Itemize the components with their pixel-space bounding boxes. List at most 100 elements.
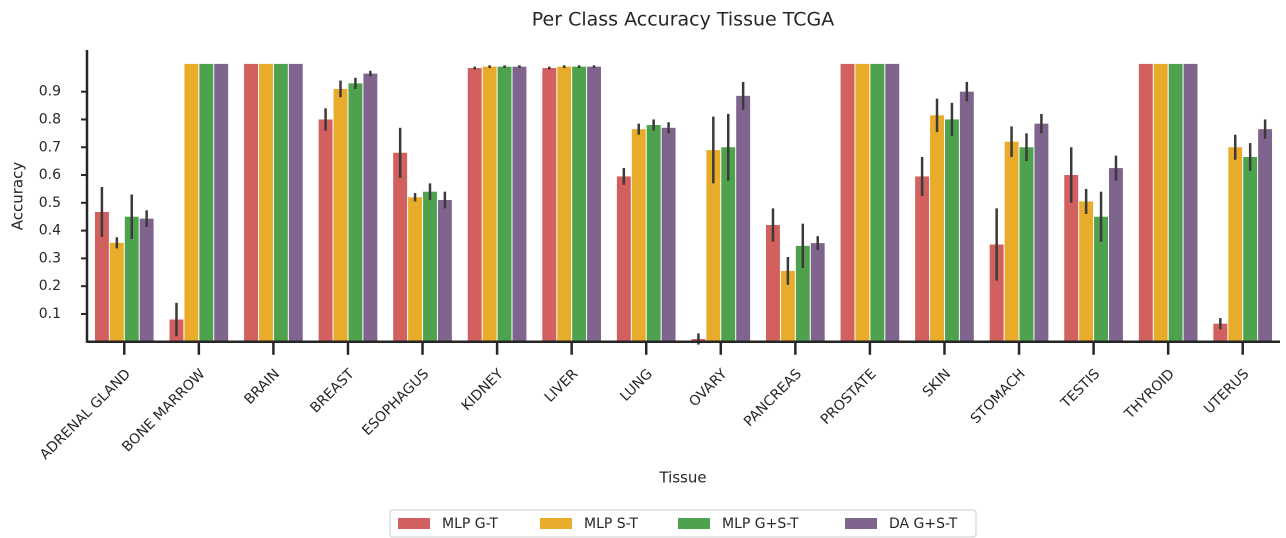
bar (318, 119, 333, 342)
bar (393, 152, 408, 342)
bar (542, 68, 557, 342)
bar (497, 66, 512, 342)
x-tick-label: PROSTATE (818, 366, 880, 428)
bar (810, 243, 825, 342)
x-tick-label: ADRENAL GLAND (37, 366, 134, 463)
bar (1079, 201, 1094, 342)
y-tick-label: 0.9 (39, 84, 61, 100)
bar (1243, 156, 1258, 342)
bar (1258, 129, 1273, 342)
bar (646, 125, 661, 342)
bar (467, 68, 482, 342)
bar (930, 115, 944, 342)
x-axis-label: Tissue (658, 469, 706, 487)
bar (1153, 63, 1168, 342)
y-tick-label: 0.5 (39, 195, 61, 211)
bar (1109, 168, 1123, 342)
bar (437, 200, 452, 342)
bar (1213, 323, 1228, 342)
y-tick-label: 0.1 (39, 306, 61, 322)
x-tick-label: PANCREAS (741, 366, 805, 430)
bar (482, 66, 497, 342)
x-tick-label: UTERUS (1201, 366, 1252, 417)
bar (124, 216, 139, 342)
bar (795, 245, 810, 342)
legend-label: MLP S-T (584, 516, 638, 532)
x-tick-label: LUNG (617, 366, 656, 405)
legend-label: MLP G+S-T (722, 516, 799, 532)
x-tick-label: SKIN (920, 366, 954, 400)
bar (780, 270, 795, 342)
bar (736, 95, 751, 342)
legend-swatch (398, 518, 430, 529)
bar (214, 63, 229, 342)
legend-swatch (540, 518, 572, 529)
bar (721, 147, 736, 342)
bar (840, 63, 855, 342)
y-axis-label: Accuracy (9, 162, 27, 231)
x-tick-label: THYROID (1121, 366, 1178, 423)
bar (989, 244, 1004, 342)
x-tick-label: STOMACH (968, 366, 1029, 427)
bar (631, 129, 646, 342)
x-tick-label: KIDNEY (459, 366, 507, 414)
bar (766, 225, 780, 342)
bar (1183, 63, 1198, 342)
bar (139, 218, 154, 342)
x-tick-label: BREAST (307, 366, 358, 417)
bar (1138, 63, 1153, 342)
bar (885, 63, 900, 342)
bar (855, 63, 870, 342)
bar (348, 83, 363, 342)
bar (109, 242, 124, 342)
bar (959, 91, 974, 342)
x-tick-label: ESOPHAGUS (359, 366, 432, 439)
legend-label: DA G+S-T (889, 516, 958, 532)
bar (1034, 123, 1049, 342)
x-tick-label: OVARY (686, 366, 730, 410)
bar (1004, 141, 1019, 342)
y-tick-label: 0.2 (39, 278, 61, 294)
bar (1019, 147, 1034, 342)
bar (94, 211, 109, 342)
bar (557, 66, 572, 342)
bar (1168, 63, 1183, 342)
chart-title: Per Class Accuracy Tissue TCGA (532, 9, 834, 31)
bar (258, 63, 273, 342)
y-tick-label: 0.3 (39, 250, 61, 266)
bar (199, 63, 214, 342)
bar (616, 176, 631, 342)
x-tick-label: LIVER (542, 366, 582, 406)
bar (273, 63, 288, 342)
x-tick-label: TESTIS (1057, 366, 1103, 412)
bar (423, 191, 437, 342)
bar (408, 197, 423, 342)
bar (1064, 175, 1079, 342)
bar (915, 176, 930, 342)
bar (512, 66, 527, 342)
bar (1228, 147, 1243, 342)
legend-label: MLP G-T (442, 516, 498, 532)
x-tick-label: BONE MARROW (119, 366, 208, 455)
legend-swatch (678, 518, 710, 529)
bar (706, 150, 721, 342)
bar (244, 63, 258, 342)
bar (944, 119, 959, 342)
bar (587, 66, 601, 342)
bar (288, 63, 303, 342)
bar (661, 127, 676, 342)
bar (363, 73, 378, 342)
bar (333, 88, 348, 342)
y-tick-label: 0.7 (39, 139, 61, 155)
y-tick-label: 0.4 (39, 223, 61, 239)
x-tick-label: BRAIN (241, 366, 283, 408)
bar (870, 63, 885, 342)
y-tick-label: 0.8 (39, 111, 61, 127)
legend-swatch (845, 518, 877, 529)
y-tick-label: 0.6 (39, 167, 61, 183)
bar (1094, 216, 1109, 342)
bar (184, 63, 199, 342)
bar (572, 66, 587, 342)
